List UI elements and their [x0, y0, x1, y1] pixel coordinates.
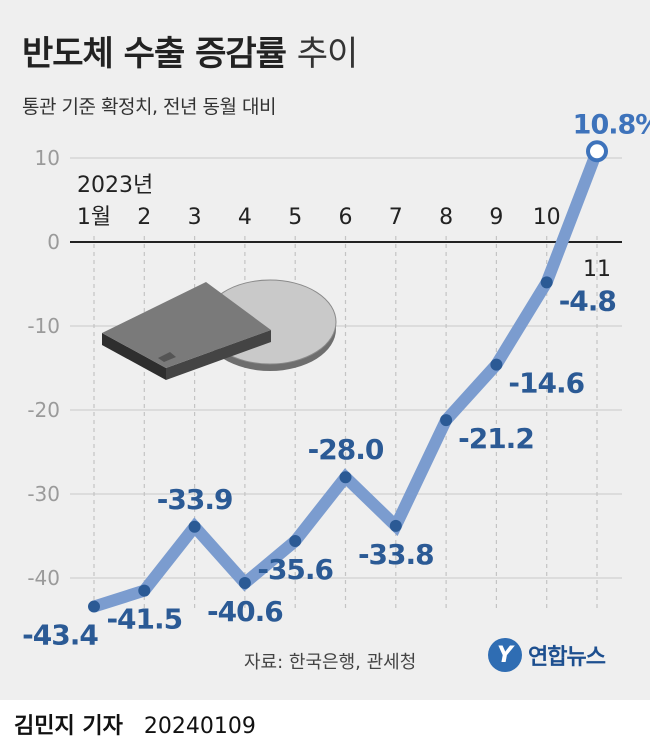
data-point-marker — [88, 600, 100, 613]
x-tick-label: 1월 — [77, 205, 111, 230]
data-label: 10.8% — [573, 109, 650, 140]
chart-title: 반도체 수출 증감률 추이 — [22, 26, 359, 75]
chart-subtitle: 통관 기준 확정치, 전년 동월 대비 — [22, 96, 276, 118]
data-point-marker — [540, 276, 553, 289]
data-label: -35.6 — [257, 553, 333, 586]
data-label: -21.2 — [458, 422, 534, 455]
data-point-marker — [138, 584, 151, 597]
chip-dot — [158, 352, 176, 362]
data-label: -28.0 — [308, 433, 384, 466]
yonhap-logo-mark: Y — [488, 638, 522, 672]
chip-side-left — [102, 333, 166, 380]
data-point-marker — [389, 519, 402, 532]
x-tick-label: 11 — [583, 257, 611, 282]
yonhap-logo-text: 연합뉴스 — [528, 645, 606, 670]
data-point-marker — [238, 577, 251, 590]
data-point-marker — [289, 535, 302, 548]
y-tick-label: -20 — [27, 398, 60, 422]
title-light: 추이 — [296, 34, 359, 74]
x-tick-label: 10 — [533, 205, 561, 230]
x-tick-label: 9 — [489, 205, 503, 230]
data-point-marker — [490, 358, 503, 371]
data-point-marker — [188, 520, 201, 533]
x-tick-label: 3 — [188, 205, 202, 230]
title-main: 반도체 수출 증감률 — [22, 34, 287, 74]
data-label: -33.8 — [358, 538, 434, 571]
chip-side-right — [166, 330, 271, 380]
data-label: -33.9 — [157, 483, 233, 516]
x-tick-label: 7 — [389, 205, 403, 230]
data-point-marker — [339, 471, 352, 484]
publish-date: 20240109 — [143, 714, 256, 739]
line-chart: 10 0 -10 -20 -30 -40 2023년 1월 2 3 4 5 6 7 8 9 10 11 -43.4… — [22, 109, 650, 652]
byline: 김민지 기자 20240109 — [14, 708, 256, 740]
data-label: -14.6 — [508, 367, 584, 400]
data-label: -4.8 — [559, 284, 616, 317]
x-tick-label: 5 — [288, 205, 302, 230]
x-tick-label: 4 — [238, 205, 252, 230]
y-tick-label: -30 — [27, 482, 60, 506]
yonhap-logo: Y 연합뉴스 — [488, 638, 606, 672]
data-label: -41.5 — [106, 603, 182, 636]
y-tick-label: -40 — [27, 566, 60, 590]
year-label: 2023년 — [77, 173, 153, 198]
data-point-marker — [440, 414, 453, 427]
semiconductor-chip-wafer-illustration — [102, 279, 337, 380]
x-tick-label: 8 — [439, 205, 453, 230]
data-point-marker-last — [586, 140, 608, 163]
data-label: -40.6 — [207, 595, 283, 628]
x-tick-label: 2 — [137, 205, 151, 230]
chip-top — [102, 282, 271, 368]
y-tick-label: -10 — [27, 314, 60, 338]
y-tick-label: 10 — [35, 146, 60, 170]
reporter-name: 김민지 기자 — [14, 714, 123, 739]
x-tick-label: 6 — [339, 205, 353, 230]
data-label: -43.4 — [22, 619, 98, 652]
y-tick-label: 0 — [47, 230, 60, 254]
source-note: 자료: 한국은행, 관세청 — [244, 652, 417, 673]
